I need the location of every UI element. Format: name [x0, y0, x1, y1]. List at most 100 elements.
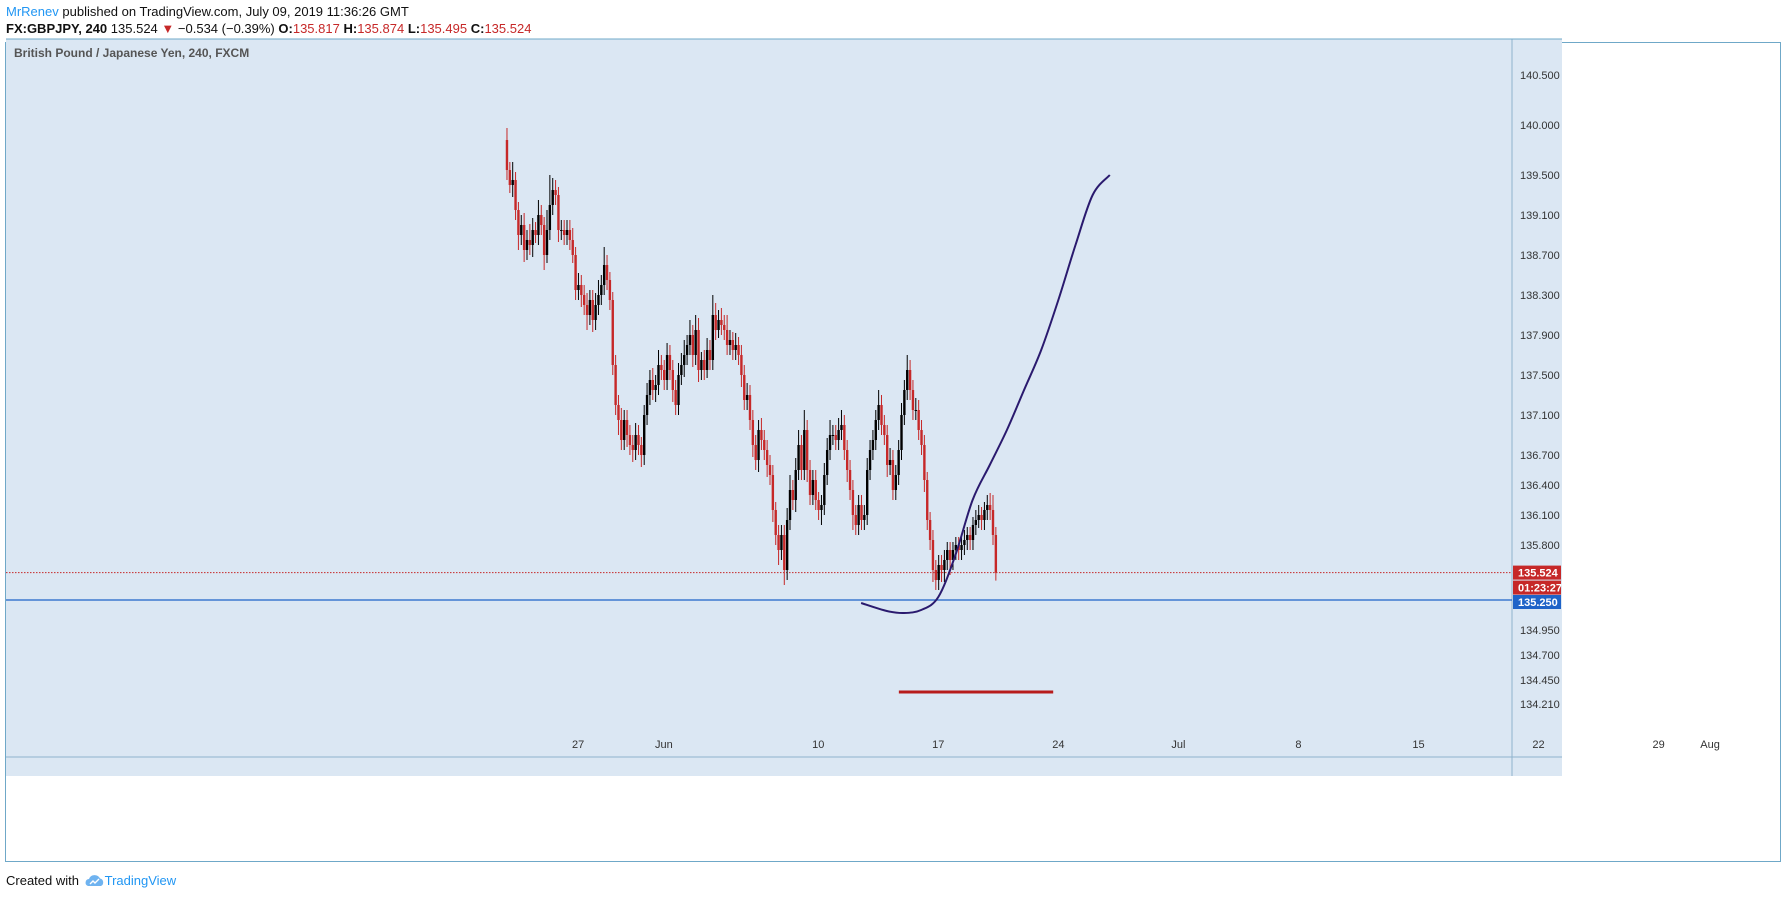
candle-body	[531, 230, 534, 245]
candle-body	[634, 435, 637, 450]
candle-body	[768, 465, 772, 475]
candle-body	[514, 180, 517, 210]
time-tick-label: 17	[932, 739, 944, 751]
candle-body	[963, 540, 966, 545]
candle-body	[751, 420, 755, 445]
candle-body	[840, 425, 843, 430]
created-with-text: Created with	[6, 873, 79, 888]
candle-body	[737, 345, 740, 355]
candle-body	[731, 340, 735, 350]
projection-curve[interactable]	[860, 174, 1111, 615]
candle-body	[814, 480, 817, 500]
candle-body	[720, 320, 723, 325]
author-link[interactable]: MrRenev	[6, 4, 59, 19]
candle-body	[994, 535, 998, 573]
candle-body	[808, 470, 812, 495]
chart-title: British Pound / Japanese Yen, 240, FXCM	[14, 46, 249, 60]
candle-body	[854, 515, 857, 525]
publish-info: MrRenev published on TradingView.com, Ju…	[6, 4, 409, 19]
candle-body	[528, 240, 532, 245]
candle-body	[968, 535, 972, 540]
candle-body	[565, 230, 569, 235]
candle-body	[917, 410, 920, 430]
candle-body	[551, 190, 554, 205]
candle-body	[522, 225, 526, 250]
candle-body	[505, 140, 509, 170]
candle-body	[983, 510, 986, 520]
candle-body	[508, 170, 512, 185]
candle-body	[668, 355, 672, 370]
price-axis-background	[1512, 39, 1562, 757]
candle-body	[820, 505, 823, 510]
candle-body	[780, 535, 783, 550]
candle-body	[580, 285, 583, 295]
support-price-label: 135.250	[1518, 597, 1558, 609]
candle-body	[937, 565, 940, 580]
bar-countdown-label-bg	[1513, 580, 1561, 595]
candle-body	[697, 330, 700, 370]
candle-body	[542, 225, 546, 255]
time-tick-label: 24	[1052, 739, 1064, 751]
candle-body	[794, 470, 797, 500]
footer: Created with TradingView	[6, 873, 176, 890]
candle-body	[605, 265, 609, 280]
candle-body	[545, 230, 549, 255]
candle-body	[548, 205, 552, 230]
candle-body	[857, 505, 860, 525]
candle-body	[748, 395, 752, 420]
candle-body	[848, 470, 852, 490]
candle-body	[674, 390, 677, 405]
candle-body	[966, 535, 969, 540]
published-text: published on TradingView.com, July 09, 2…	[62, 4, 409, 19]
candle-body	[800, 445, 803, 470]
candle-body	[617, 405, 620, 420]
candle-body	[648, 380, 652, 395]
candle-body	[628, 435, 632, 445]
candle-body	[625, 420, 629, 435]
candle-body	[554, 190, 557, 195]
candle-body	[640, 445, 643, 455]
candle-body	[914, 410, 918, 411]
price-tick-label: 137.900	[1520, 330, 1560, 342]
candle-body	[597, 295, 600, 305]
candle-body	[903, 390, 906, 415]
time-tick-label: Jun	[655, 739, 673, 751]
candle-body	[582, 295, 586, 305]
candle-body	[803, 430, 806, 470]
candle-body	[980, 515, 983, 520]
candle-body	[540, 215, 543, 225]
candle-body	[971, 525, 975, 540]
price-tick-label: 140.000	[1520, 120, 1560, 132]
candle-body	[620, 420, 623, 440]
candle-body	[654, 385, 657, 390]
candle-body	[568, 230, 572, 240]
price-tick-label: 138.300	[1520, 290, 1560, 302]
plot-background	[6, 39, 1512, 757]
candle-body	[911, 390, 915, 410]
candle-body	[845, 450, 849, 470]
symbol-interval: FX:GBPJPY, 240	[6, 21, 108, 36]
candle-body	[943, 560, 946, 570]
time-tick-label: 27	[572, 739, 584, 751]
price-tick-label: 139.500	[1520, 170, 1560, 182]
candle-body	[560, 230, 563, 231]
candle-body	[694, 330, 697, 355]
candle-body	[894, 475, 897, 490]
price-tick-label: 138.700	[1520, 250, 1560, 262]
candle-body	[831, 435, 835, 436]
candle-body	[705, 350, 709, 370]
candle-body	[948, 550, 952, 560]
candle-body	[900, 415, 903, 450]
candle-body	[725, 330, 729, 345]
tradingview-link[interactable]: TradingView	[104, 873, 177, 888]
candle-body	[511, 180, 514, 185]
price-change: −0.534 (−0.39%)	[177, 21, 275, 36]
candle-body	[940, 565, 943, 570]
candle-body	[974, 520, 978, 525]
price-tick-label: 135.800	[1520, 540, 1560, 552]
candle-body	[622, 420, 626, 440]
candle-body	[671, 370, 674, 390]
high-value: 135.874	[357, 21, 405, 36]
candle-body	[760, 430, 763, 440]
